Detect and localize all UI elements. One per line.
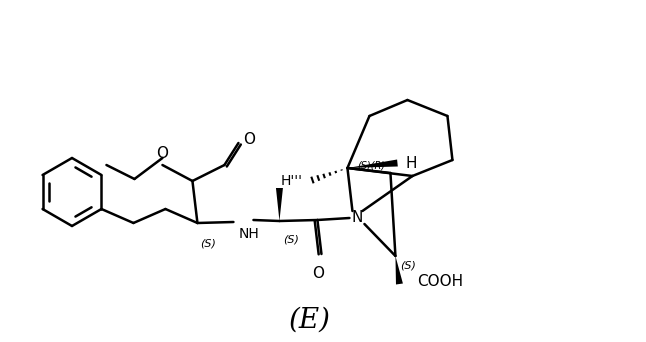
Text: (S): (S) xyxy=(401,261,416,271)
Text: (S): (S) xyxy=(200,239,216,249)
Polygon shape xyxy=(276,188,283,221)
Text: H''': H''' xyxy=(280,174,302,188)
Text: (S): (S) xyxy=(284,235,299,245)
Text: O: O xyxy=(244,132,255,146)
Text: (E): (E) xyxy=(289,306,331,333)
Text: N: N xyxy=(352,210,363,225)
Text: H: H xyxy=(406,157,417,171)
Polygon shape xyxy=(395,256,403,285)
Polygon shape xyxy=(348,159,398,168)
Text: COOH: COOH xyxy=(417,274,464,289)
Text: O: O xyxy=(313,266,324,281)
Text: O: O xyxy=(156,145,169,160)
Text: NH: NH xyxy=(238,227,259,241)
Text: (S)(R): (S)(R) xyxy=(357,161,386,171)
